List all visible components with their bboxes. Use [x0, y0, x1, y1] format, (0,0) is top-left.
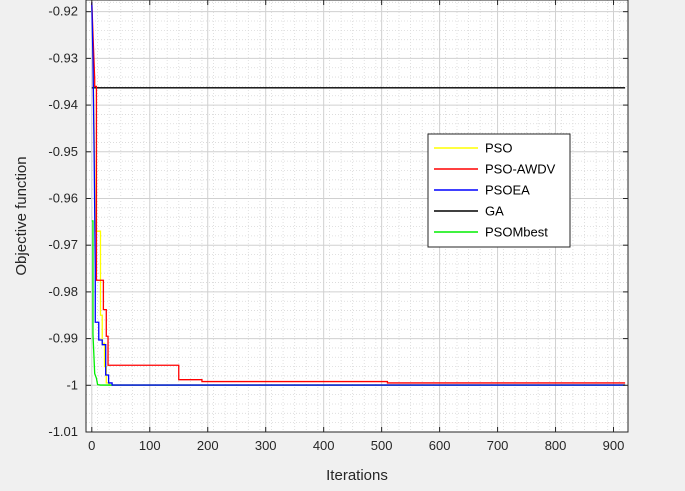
- y-tick-label: -0.99: [48, 331, 78, 346]
- x-tick-label: 900: [603, 438, 625, 453]
- x-tick-label: 700: [487, 438, 509, 453]
- axes: [85, 0, 629, 433]
- y-tick-label: -1.01: [48, 424, 78, 439]
- legend-label: PSO: [485, 141, 512, 156]
- legend-label: PSOEA: [485, 183, 530, 198]
- y-tick-label: -0.94: [48, 97, 78, 112]
- grid: [85, 0, 628, 433]
- series-line-psoea: [91, 2, 626, 386]
- x-tick-label: 500: [371, 438, 393, 453]
- legend-box: [427, 133, 571, 248]
- x-axis-label: Iterations: [326, 467, 388, 484]
- x-tick-label: 600: [429, 438, 451, 453]
- y-axis-label: Objective function: [13, 156, 30, 275]
- x-tick-label: 300: [255, 438, 277, 453]
- y-tick-label: -0.92: [48, 4, 78, 19]
- y-tick-label: -0.96: [48, 190, 78, 205]
- legend-label: PSOMbest: [485, 225, 548, 240]
- x-tick-label: 0: [88, 438, 95, 453]
- x-tick-label: 800: [545, 438, 567, 453]
- x-tick-label: 100: [139, 438, 161, 453]
- series-line-psombest: [91, 220, 626, 386]
- tick-labels: 0 100 200 300 400 500 600 700 800 900 -0.92 -0.93 -0…: [48, 4, 624, 453]
- y-tick-label: -1: [66, 377, 78, 392]
- y-tick-label: -0.95: [48, 144, 78, 159]
- axes-box: [85, 0, 629, 433]
- legend-label: GA: [485, 204, 504, 219]
- legend-label: PSO-AWDV: [485, 162, 556, 177]
- x-tick-label: 400: [313, 438, 335, 453]
- series-line-pso-awdv: [91, 2, 626, 384]
- y-tick-label: -0.93: [48, 50, 78, 65]
- series-group: [91, 2, 626, 386]
- legend: PSO PSO-AWDV PSOEA GA PSOMbest: [427, 133, 571, 248]
- x-tick-label: 200: [197, 438, 219, 453]
- y-tick-label: -0.98: [48, 284, 78, 299]
- y-tick-label: -0.97: [48, 237, 78, 252]
